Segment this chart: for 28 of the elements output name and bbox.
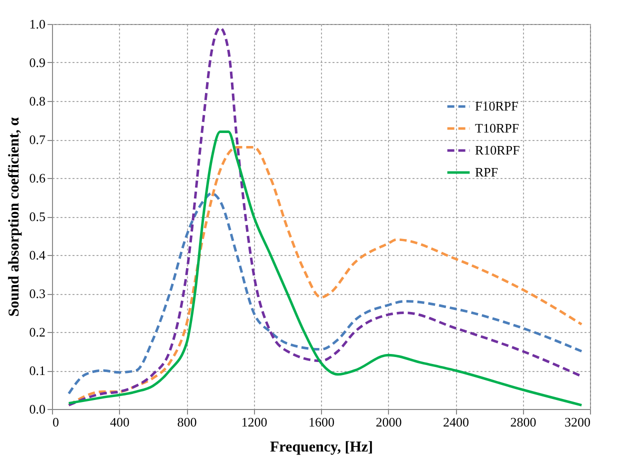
legend-label: F10RPF — [475, 98, 518, 114]
x-tick-label: 800 — [177, 414, 197, 430]
legend-label: T10RPF — [475, 120, 520, 136]
x-tick-label: 3200 — [564, 414, 590, 430]
x-tick-label: 2800 — [510, 414, 536, 430]
y-tick-label: 0.5 — [29, 209, 46, 224]
line-series — [68, 26, 583, 406]
y-tick-label: 0.8 — [29, 94, 46, 108]
x-tick-label: 2000 — [376, 414, 402, 430]
legend-label: R10RPF — [475, 142, 520, 158]
y-tick-label: 0.0 — [29, 402, 46, 416]
y-tick-label: 0.3 — [29, 286, 46, 301]
y-tick-label: 0.6 — [29, 170, 46, 186]
y-tick-label: 1.0 — [29, 16, 46, 32]
legend-label: RPF — [475, 164, 498, 180]
line-series — [68, 192, 583, 395]
x-axis-title: Frequency, [Hz] — [270, 440, 374, 456]
y-tick-label: 0.9 — [29, 55, 46, 70]
x-tick-label: 400 — [110, 414, 130, 430]
x-tick-label: 1200 — [241, 414, 268, 430]
x-tick-label: 1600 — [308, 414, 334, 430]
y-axis-title: Sound absorption coefficient, α — [6, 116, 22, 317]
x-tick-label: 2400 — [443, 414, 469, 430]
x-tick-label: 0 — [52, 414, 59, 430]
y-tick-label: 0.4 — [29, 248, 46, 262]
y-tick-label: 0.1 — [29, 363, 46, 378]
y-tick-label: 0.2 — [29, 324, 46, 340]
y-tick-label: 0.7 — [29, 132, 46, 147]
